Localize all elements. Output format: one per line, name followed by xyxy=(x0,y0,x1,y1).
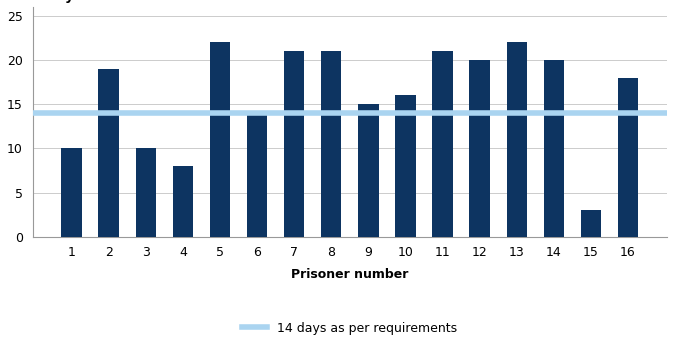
Bar xyxy=(61,148,82,237)
Bar xyxy=(432,51,453,237)
Bar xyxy=(173,166,193,237)
Bar xyxy=(321,51,342,237)
Bar xyxy=(358,104,379,237)
Text: days: days xyxy=(46,0,82,3)
X-axis label: Prisoner number: Prisoner number xyxy=(291,268,408,281)
Bar xyxy=(135,148,156,237)
Legend: 14 days as per requirements: 14 days as per requirements xyxy=(237,317,462,340)
Bar xyxy=(581,210,601,237)
Bar xyxy=(247,113,268,237)
Bar xyxy=(98,69,119,237)
Bar xyxy=(210,42,230,237)
Bar xyxy=(469,60,490,237)
Bar xyxy=(507,42,527,237)
Bar xyxy=(284,51,305,237)
Bar xyxy=(618,78,638,237)
Bar xyxy=(395,95,416,237)
Bar xyxy=(544,60,564,237)
